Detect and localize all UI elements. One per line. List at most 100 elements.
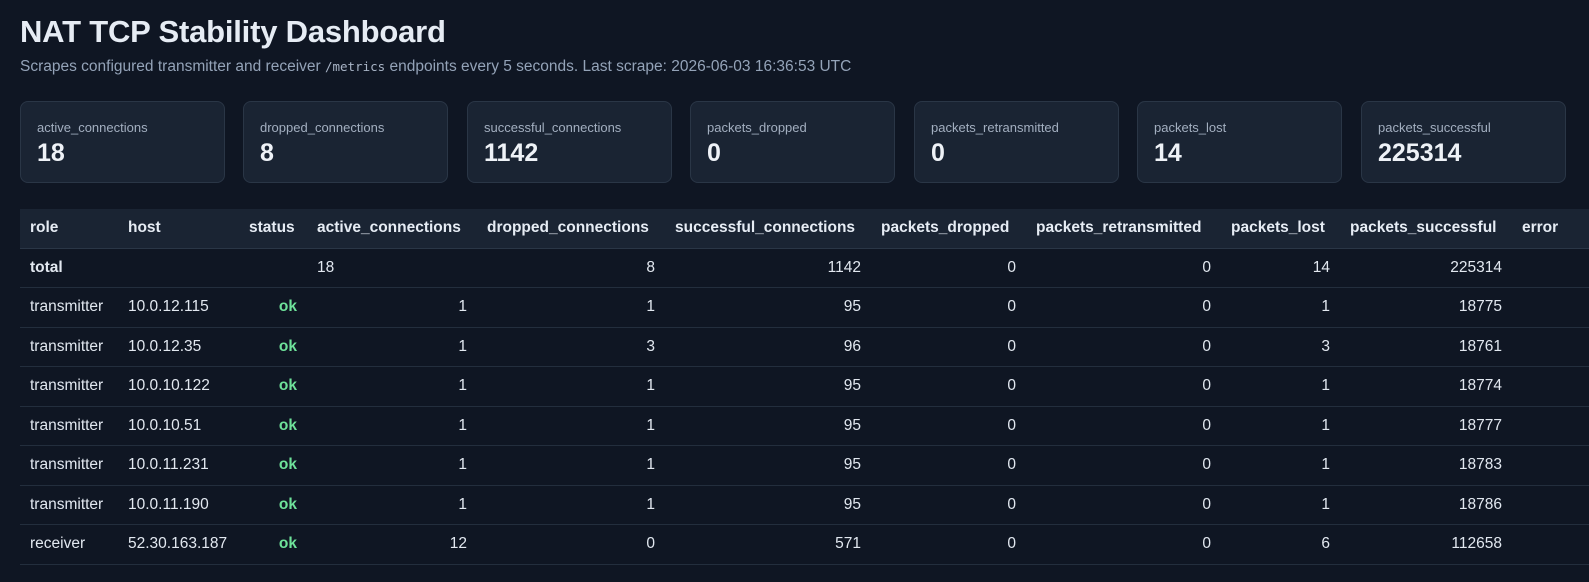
cell-active-connections: 1	[307, 406, 477, 446]
table-row: transmitter 10.0.12.115 ok 1 1 95 0 0 1 18775	[20, 287, 1589, 328]
cell-packets-retransmitted: 0	[1026, 445, 1221, 486]
cell-packets-dropped: 0	[871, 248, 1026, 288]
cell-packets-lost: 1	[1221, 445, 1340, 486]
cell-role: transmitter	[20, 406, 118, 446]
cell-host: 10.0.12.35	[118, 327, 239, 367]
cell-role: total	[20, 248, 118, 288]
cell-packets-lost: 1	[1221, 366, 1340, 407]
status-badge: ok	[278, 416, 297, 434]
cell-error	[1512, 485, 1589, 525]
cell-dropped-connections: 1	[477, 366, 665, 407]
cell-packets-successful: 225314	[1340, 248, 1512, 288]
cell-packets-lost: 3	[1221, 327, 1340, 367]
cell-status	[239, 248, 307, 288]
cell-dropped-connections: 8	[477, 248, 665, 288]
cell-successful-connections: 95	[665, 287, 871, 328]
cell-packets-successful: 18761	[1340, 327, 1512, 367]
card-value: 14	[1154, 139, 1182, 167]
cell-host: 10.0.10.122	[118, 366, 239, 407]
cell-packets-successful: 18786	[1340, 485, 1512, 525]
cell-packets-successful: 18774	[1340, 366, 1512, 407]
cell-packets-retransmitted: 0	[1026, 524, 1221, 565]
cell-packets-lost: 1	[1221, 287, 1340, 328]
column-header-successful-connections: successful_connections	[665, 209, 871, 249]
card-value: 18	[37, 139, 65, 167]
cell-packets-retransmitted: 0	[1026, 248, 1221, 288]
page-subtitle: Scrapes configured transmitter and recei…	[20, 58, 851, 76]
table-row: transmitter 10.0.10.122 ok 1 1 95 0 0 1 18774	[20, 366, 1589, 407]
cell-packets-dropped: 0	[871, 327, 1026, 367]
column-header-packets-lost: packets_lost	[1221, 209, 1340, 249]
cell-error	[1512, 287, 1589, 328]
cell-packets-retransmitted: 0	[1026, 287, 1221, 328]
status-badge: ok	[278, 456, 297, 474]
cell-successful-connections: 95	[665, 445, 871, 486]
cell-packets-successful: 18775	[1340, 287, 1512, 328]
table-row: receiver 52.30.163.187 ok 12 0 571 0 0 6 112658	[20, 524, 1589, 565]
cell-packets-successful: 18777	[1340, 406, 1512, 446]
status-badge: ok	[278, 298, 297, 316]
column-header-active-connections: active_connections	[307, 209, 477, 249]
card-label: successful_connections	[484, 120, 622, 135]
table-header-row: role host status active_connections drop…	[20, 209, 1589, 249]
cell-error	[1512, 406, 1589, 446]
cell-dropped-connections: 1	[477, 406, 665, 446]
column-header-packets-successful: packets_successful	[1340, 209, 1512, 249]
cell-status: ok	[239, 366, 307, 407]
column-header-dropped-connections: dropped_connections	[477, 209, 665, 249]
cell-status: ok	[239, 445, 307, 486]
cell-packets-dropped: 0	[871, 524, 1026, 565]
subtitle-text: Scrapes configured transmitter and recei…	[20, 58, 325, 75]
cell-status: ok	[239, 406, 307, 446]
cell-active-connections: 1	[307, 445, 477, 486]
cell-error	[1512, 248, 1589, 288]
table-row: transmitter 10.0.11.190 ok 1 1 95 0 0 1 18786	[20, 485, 1589, 525]
table-row: transmitter 10.0.10.51 ok 1 1 95 0 0 1 18777	[20, 406, 1589, 446]
cell-successful-connections: 1142	[665, 248, 871, 288]
column-header-role: role	[20, 209, 118, 249]
cell-packets-dropped: 0	[871, 366, 1026, 407]
table-row: transmitter 10.0.11.231 ok 1 1 95 0 0 1 18783	[20, 445, 1589, 486]
cell-host: 10.0.10.51	[118, 406, 239, 446]
cell-active-connections: 1	[307, 287, 477, 328]
card-label: active_connections	[37, 120, 148, 135]
cell-error	[1512, 524, 1589, 565]
cell-successful-connections: 95	[665, 366, 871, 407]
cell-packets-dropped: 0	[871, 445, 1026, 486]
cell-packets-lost: 6	[1221, 524, 1340, 565]
cell-packets-lost: 14	[1221, 248, 1340, 288]
cell-successful-connections: 95	[665, 406, 871, 446]
page-title: NAT TCP Stability Dashboard	[20, 14, 446, 49]
cell-packets-retransmitted: 0	[1026, 327, 1221, 367]
card-label: packets_dropped	[707, 120, 807, 135]
card-value: 8	[260, 139, 274, 167]
last-scrape-text: endpoints every 5 seconds. Last scrape: …	[385, 58, 852, 75]
cell-status: ok	[239, 287, 307, 328]
cell-active-connections: 12	[307, 524, 477, 565]
card-label: packets_successful	[1378, 120, 1491, 135]
cell-dropped-connections: 1	[477, 287, 665, 328]
column-header-error: error	[1512, 209, 1589, 249]
card-label: packets_lost	[1154, 120, 1227, 135]
cell-role: transmitter	[20, 287, 118, 328]
cell-status: ok	[239, 327, 307, 367]
status-badge: ok	[278, 495, 297, 513]
column-header-host: host	[118, 209, 239, 249]
cell-dropped-connections: 1	[477, 445, 665, 486]
cell-successful-connections: 95	[665, 485, 871, 525]
metric-cards: active_connections 18 dropped_connection…	[20, 101, 1589, 185]
cell-successful-connections: 96	[665, 327, 871, 367]
cell-dropped-connections: 1	[477, 485, 665, 525]
cell-host	[118, 248, 239, 288]
status-badge: ok	[278, 377, 297, 395]
cell-host: 10.0.11.231	[118, 445, 239, 486]
cell-packets-dropped: 0	[871, 406, 1026, 446]
column-header-packets-retransmitted: packets_retransmitted	[1026, 209, 1221, 249]
card-packets-dropped: packets_dropped 0	[690, 101, 895, 183]
cell-role: transmitter	[20, 327, 118, 367]
cell-packets-retransmitted: 0	[1026, 485, 1221, 525]
card-label: packets_retransmitted	[931, 120, 1059, 135]
cell-packets-retransmitted: 0	[1026, 406, 1221, 446]
cell-host: 10.0.11.190	[118, 485, 239, 525]
card-active-connections: active_connections 18	[20, 101, 225, 183]
